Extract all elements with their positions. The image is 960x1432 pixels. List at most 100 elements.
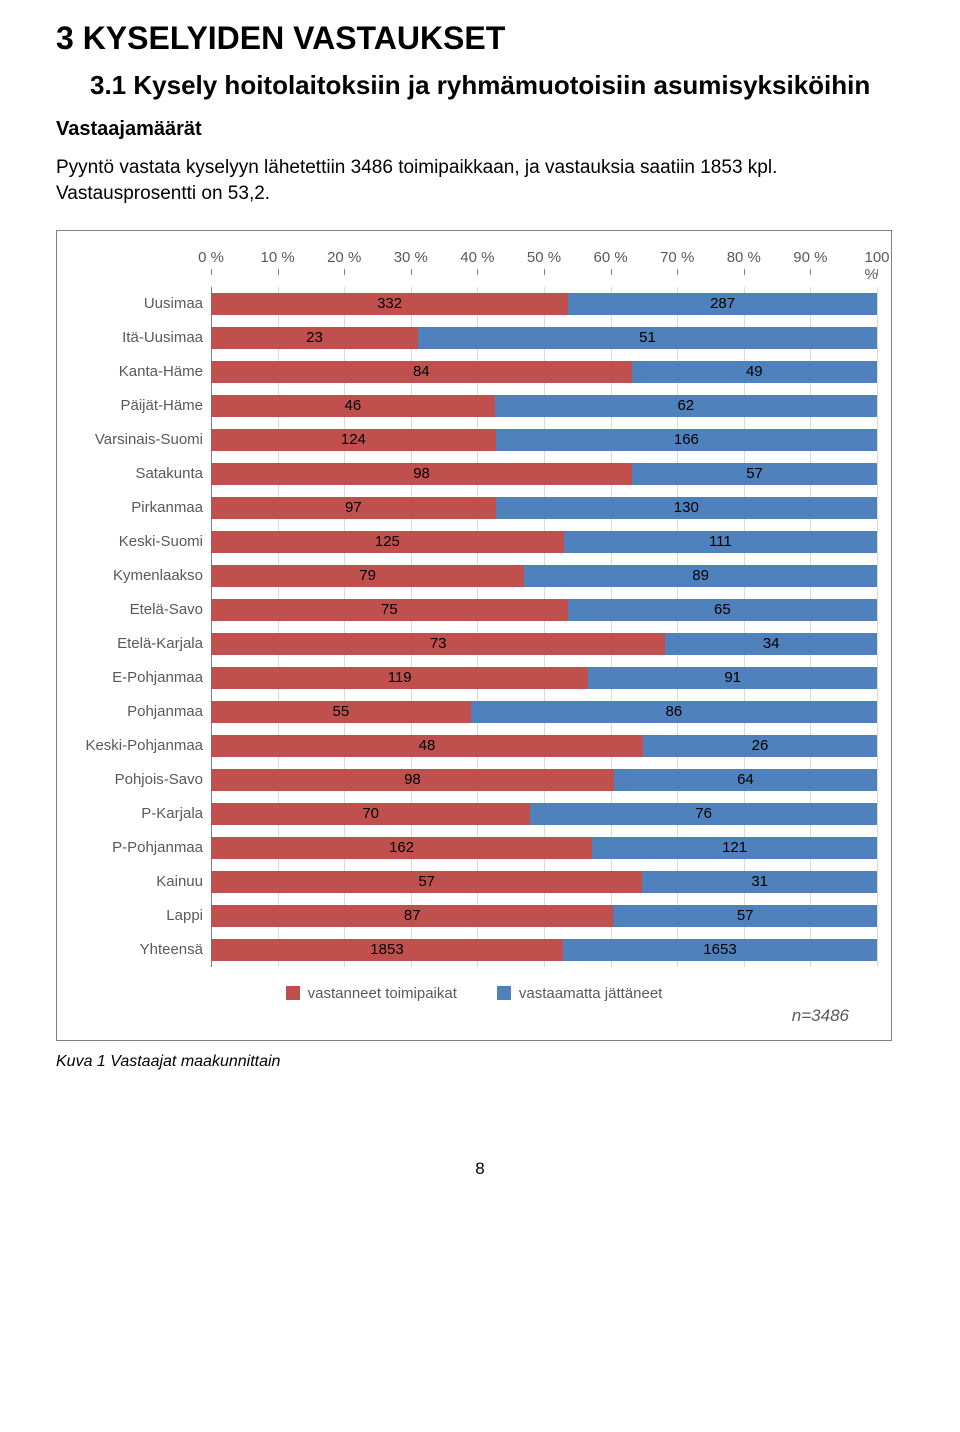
bar-category-label: Päijät-Häme <box>71 397 211 414</box>
bar-segment-notresponded: 111 <box>564 531 877 553</box>
bar-segment-notresponded: 287 <box>568 293 877 315</box>
bar-segment-notresponded: 57 <box>632 463 877 485</box>
bar-segment-responded: 46 <box>211 395 495 417</box>
bar-track: 2351 <box>211 327 877 349</box>
bar-segment-responded: 70 <box>211 803 530 825</box>
bar-segment-responded: 125 <box>211 531 564 553</box>
bar-track: 7334 <box>211 633 877 655</box>
axis-tick-label: 40 % <box>460 249 494 266</box>
legend-swatch <box>497 986 511 1000</box>
bar-row: Satakunta9857 <box>71 457 877 491</box>
bar-category-label: Yhteensä <box>71 941 211 958</box>
bar-segment-responded: 119 <box>211 667 588 689</box>
bar-category-label: Varsinais-Suomi <box>71 431 211 448</box>
bar-category-label: Pohjois-Savo <box>71 771 211 788</box>
bar-row: P-Pohjanmaa162121 <box>71 831 877 865</box>
bar-category-label: Keski-Suomi <box>71 533 211 550</box>
body-text: Pyyntö vastata kyselyyn lähetettiin 3486… <box>56 155 904 208</box>
bar-track: 125111 <box>211 531 877 553</box>
bar-segment-notresponded: 31 <box>642 871 877 893</box>
bar-segment-notresponded: 62 <box>495 395 877 417</box>
bar-track: 5586 <box>211 701 877 723</box>
bar-segment-notresponded: 86 <box>471 701 877 723</box>
bar-segment-notresponded: 57 <box>613 905 877 927</box>
bar-category-label: P-Karjala <box>71 805 211 822</box>
bar-row: Uusimaa332287 <box>71 287 877 321</box>
bar-category-label: Itä-Uusimaa <box>71 329 211 346</box>
bar-segment-notresponded: 51 <box>418 327 877 349</box>
bar-track: 9857 <box>211 463 877 485</box>
bar-track: 4826 <box>211 735 877 757</box>
bar-track: 8449 <box>211 361 877 383</box>
bar-row: Kymenlaakso7989 <box>71 559 877 593</box>
bar-row: Pohjois-Savo9864 <box>71 763 877 797</box>
bar-segment-responded: 87 <box>211 905 613 927</box>
bar-segment-notresponded: 1653 <box>563 939 877 961</box>
axis-tick-label: 20 % <box>327 249 361 266</box>
bar-segment-notresponded: 130 <box>496 497 877 519</box>
bar-track: 332287 <box>211 293 877 315</box>
bar-track: 7076 <box>211 803 877 825</box>
bar-row: Kainuu5731 <box>71 865 877 899</box>
bar-segment-notresponded: 89 <box>524 565 877 587</box>
bar-row: Etelä-Karjala7334 <box>71 627 877 661</box>
bar-segment-notresponded: 49 <box>632 361 877 383</box>
subsection-title: 3.1 Kysely hoitolaitoksiin ja ryhmämuoto… <box>90 69 904 102</box>
bar-segment-notresponded: 76 <box>530 803 877 825</box>
page-number: 8 <box>56 1159 904 1179</box>
bar-category-label: Uusimaa <box>71 295 211 312</box>
bar-segment-responded: 98 <box>211 463 632 485</box>
bar-segment-responded: 332 <box>211 293 568 315</box>
bar-segment-responded: 55 <box>211 701 471 723</box>
bar-category-label: Pohjanmaa <box>71 703 211 720</box>
section-title: 3 KYSELYIDEN VASTAUKSET <box>56 20 904 57</box>
bar-track: 11991 <box>211 667 877 689</box>
bar-segment-responded: 23 <box>211 327 418 349</box>
bar-row: E-Pohjanmaa11991 <box>71 661 877 695</box>
bar-row: Yhteensä18531653 <box>71 933 877 967</box>
bar-track: 5731 <box>211 871 877 893</box>
bar-segment-responded: 57 <box>211 871 642 893</box>
legend-label: vastaamatta jättäneet <box>519 985 662 1002</box>
bar-category-label: Kanta-Häme <box>71 363 211 380</box>
bar-row: Keski-Pohjanmaa4826 <box>71 729 877 763</box>
bar-row: Keski-Suomi125111 <box>71 525 877 559</box>
bar-category-label: Kymenlaakso <box>71 567 211 584</box>
legend-item-responded: vastanneet toimipaikat <box>286 985 457 1002</box>
bar-row: Pohjanmaa5586 <box>71 695 877 729</box>
axis-tick-label: 10 % <box>260 249 294 266</box>
bar-segment-responded: 124 <box>211 429 496 451</box>
bar-segment-responded: 98 <box>211 769 614 791</box>
bar-row: Etelä-Savo7565 <box>71 593 877 627</box>
legend-swatch <box>286 986 300 1000</box>
axis-tick-label: 100 % <box>864 249 889 283</box>
axis-tick-label: 90 % <box>793 249 827 266</box>
bar-segment-notresponded: 26 <box>643 735 877 757</box>
legend-label: vastanneet toimipaikat <box>308 985 457 1002</box>
axis-tick-label: 30 % <box>394 249 428 266</box>
bar-row: Lappi8757 <box>71 899 877 933</box>
figure-caption: Kuva 1 Vastaajat maakunnittain <box>56 1053 904 1071</box>
legend-item-notresponded: vastaamatta jättäneet <box>497 985 662 1002</box>
bar-category-label: E-Pohjanmaa <box>71 669 211 686</box>
bars-area: Uusimaa332287Itä-Uusimaa2351Kanta-Häme84… <box>71 287 877 967</box>
bar-segment-notresponded: 64 <box>614 769 877 791</box>
bar-track: 97130 <box>211 497 877 519</box>
bar-category-label: P-Pohjanmaa <box>71 839 211 856</box>
bar-row: Itä-Uusimaa2351 <box>71 321 877 355</box>
bar-category-label: Keski-Pohjanmaa <box>71 737 211 754</box>
bar-segment-notresponded: 65 <box>568 599 877 621</box>
bar-category-label: Satakunta <box>71 465 211 482</box>
axis-tick-label: 70 % <box>660 249 694 266</box>
bar-row: P-Karjala7076 <box>71 797 877 831</box>
chart-container: 0 %10 %20 %30 %40 %50 %60 %70 %80 %90 %1… <box>56 230 892 1041</box>
bar-track: 124166 <box>211 429 877 451</box>
bar-category-label: Kainuu <box>71 873 211 890</box>
bar-segment-responded: 75 <box>211 599 568 621</box>
bar-track: 7989 <box>211 565 877 587</box>
bar-row: Kanta-Häme8449 <box>71 355 877 389</box>
axis-tick-label: 80 % <box>727 249 761 266</box>
bar-track: 9864 <box>211 769 877 791</box>
legend: vastanneet toimipaikat vastaamatta jättä… <box>71 985 877 1002</box>
axis-tick-label: 60 % <box>593 249 627 266</box>
